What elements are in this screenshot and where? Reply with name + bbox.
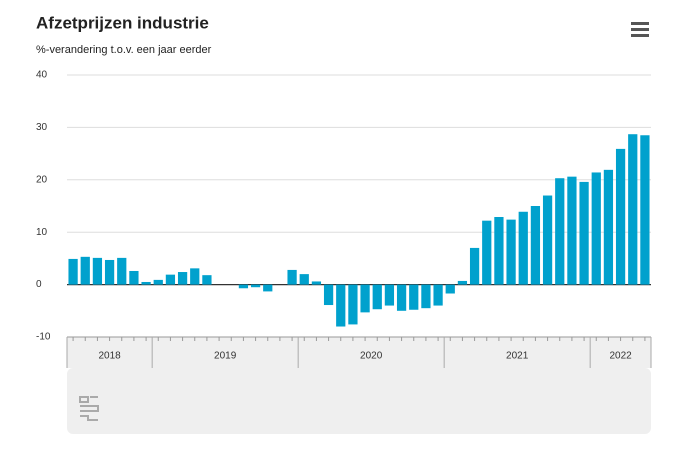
bar	[506, 219, 516, 285]
bar	[615, 148, 626, 285]
bar	[287, 269, 297, 285]
bar	[433, 284, 443, 306]
y-tick-label: -10	[36, 332, 51, 343]
chart-title: Afzetprijzen industrie	[36, 13, 209, 32]
bar	[360, 284, 370, 313]
bar	[445, 284, 455, 294]
bar	[530, 206, 541, 285]
bar	[92, 257, 103, 285]
bar	[628, 134, 638, 285]
bar	[141, 281, 151, 285]
bar	[384, 284, 395, 306]
x-tick-label: 2020	[360, 351, 383, 362]
bar	[336, 284, 346, 327]
y-tick-label: 40	[36, 70, 48, 81]
bar	[238, 284, 249, 289]
bar	[263, 284, 273, 292]
bar	[555, 178, 565, 285]
bar	[129, 270, 139, 285]
bar	[579, 181, 589, 285]
bar	[177, 272, 188, 285]
x-tick-label: 2019	[214, 351, 237, 362]
bar	[567, 176, 577, 285]
chart-subtitle: %-verandering t.o.v. een jaar eerder	[36, 44, 212, 56]
logo-shape	[79, 396, 99, 421]
bar	[482, 220, 492, 285]
bar	[469, 247, 480, 285]
bar	[323, 284, 334, 306]
x-tick-label: 2021	[506, 351, 529, 362]
bar	[104, 259, 115, 285]
bar	[250, 284, 261, 288]
bar	[190, 268, 200, 285]
bar	[153, 279, 163, 285]
bar	[518, 211, 528, 285]
x-tick-label: 2022	[609, 351, 632, 362]
bar	[68, 258, 78, 285]
y-tick-label: 20	[36, 174, 48, 185]
menu-bar	[631, 22, 649, 25]
bar	[299, 274, 309, 285]
bar	[421, 284, 431, 309]
bar	[80, 256, 90, 285]
bar	[591, 172, 601, 285]
bar	[542, 195, 553, 285]
bar	[348, 284, 358, 325]
bar	[409, 284, 419, 310]
menu-button[interactable]	[631, 22, 649, 37]
bar	[165, 274, 176, 285]
footer-panel	[67, 368, 651, 434]
bar	[202, 275, 212, 285]
menu-bar	[631, 34, 649, 37]
y-tick-label: 0	[36, 279, 42, 290]
cbs-logo	[79, 396, 99, 421]
bar	[117, 257, 127, 285]
bar	[603, 169, 614, 285]
x-tick-label: 2018	[98, 351, 121, 362]
y-tick-label: 30	[36, 122, 48, 133]
menu-bar	[631, 28, 649, 31]
bar	[396, 284, 407, 311]
bar	[372, 284, 382, 310]
bar	[640, 135, 650, 285]
bar	[311, 281, 322, 285]
bar	[457, 280, 468, 285]
y-tick-label: 10	[36, 227, 48, 238]
x-axis-band	[67, 337, 651, 368]
bar	[494, 217, 504, 285]
